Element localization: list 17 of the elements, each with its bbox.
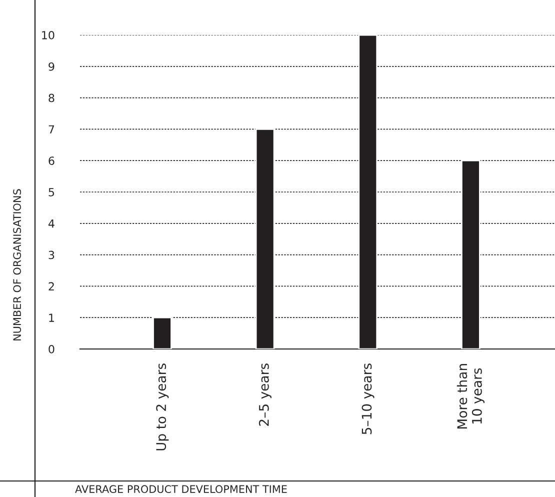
- y-tick-label: 6: [48, 156, 54, 165]
- y-tick-label: 4: [48, 220, 54, 228]
- x-tick-label: Up to 2 years: [156, 364, 169, 450]
- y-tick-label: 1: [49, 314, 54, 322]
- y-tick-label: 7: [48, 125, 54, 134]
- y-tick-label: 5: [48, 188, 54, 196]
- x-tick-label: More than 10 years: [456, 364, 484, 428]
- y-tick-label: 9: [48, 62, 54, 71]
- x-tick-label: 2–5 years: [258, 364, 272, 426]
- y-tick-label: 3: [48, 250, 54, 260]
- y-tick-label: 0: [48, 344, 54, 354]
- y-axis-title: NUMBER OF ORGANISATIONS: [13, 189, 22, 340]
- x-tick-label: 5–10 years: [362, 364, 374, 434]
- x-axis-title: AVERAGE PRODUCT DEVELOPMENT TIME: [75, 485, 287, 494]
- y-tick-label: 10: [42, 30, 54, 40]
- y-tick-label: 2: [48, 282, 54, 290]
- y-tick-label: 8: [48, 94, 54, 102]
